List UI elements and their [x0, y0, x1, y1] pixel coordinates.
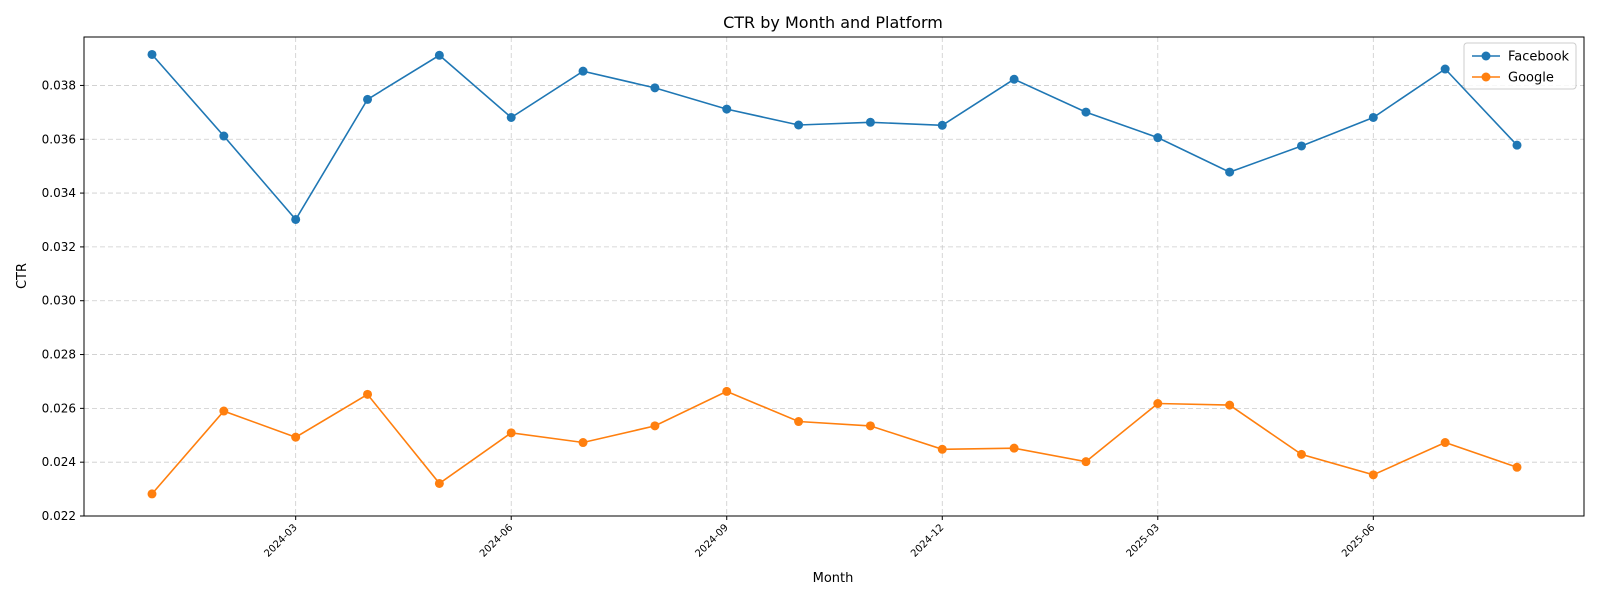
data-point — [1512, 462, 1522, 472]
y-axis-ticks: 0.022 0.024 0.026 0.028 0.030 0.032 0.034 0.036… — [42, 78, 84, 523]
data-point — [578, 66, 588, 76]
legend-swatch-marker — [1481, 72, 1491, 82]
data-point — [1512, 140, 1522, 150]
y-tick-label: 0.032 — [42, 240, 76, 254]
y-tick-label: 0.030 — [42, 294, 76, 308]
data-point — [291, 214, 301, 224]
data-point — [794, 120, 804, 130]
data-point — [578, 438, 588, 448]
data-point — [1368, 112, 1378, 122]
x-tick-label: 2024-09 — [694, 522, 731, 559]
y-axis-label: CTR — [15, 263, 30, 289]
data-point — [650, 83, 660, 93]
x-tick-label: 2025-03 — [1125, 522, 1162, 559]
data-point — [865, 117, 875, 127]
data-point — [722, 104, 732, 114]
data-point — [363, 94, 373, 104]
data-point — [147, 489, 157, 499]
data-point — [219, 131, 229, 141]
data-point — [1368, 470, 1378, 480]
y-tick-label: 0.022 — [42, 509, 76, 523]
data-point — [363, 389, 373, 399]
data-point — [1009, 443, 1019, 453]
legend-label: Facebook — [1508, 50, 1570, 65]
y-tick-label: 0.036 — [42, 132, 76, 146]
data-point — [1296, 449, 1306, 459]
data-point — [291, 432, 301, 442]
data-point — [434, 478, 444, 488]
y-tick-label: 0.026 — [42, 401, 76, 415]
data-point — [147, 49, 157, 59]
series-google — [147, 386, 1522, 499]
data-point — [794, 417, 804, 427]
y-tick-label: 0.024 — [42, 455, 76, 469]
grid — [84, 37, 1584, 517]
series-facebook — [147, 49, 1522, 224]
data-point — [1440, 64, 1450, 74]
plot-frame — [83, 36, 1585, 517]
data-point — [1296, 141, 1306, 151]
data-point — [1009, 74, 1019, 84]
chart-title: CTR by Month and Platform — [723, 13, 943, 32]
data-point — [1153, 399, 1163, 409]
data-point — [434, 50, 444, 60]
legend-swatch-marker — [1481, 51, 1491, 61]
legend: Facebook Google — [1463, 42, 1577, 90]
data-point — [506, 112, 516, 122]
x-tick-label: 2024-03 — [262, 522, 299, 559]
x-tick-label: 2025-06 — [1340, 522, 1377, 559]
legend-item-google: Google — [1472, 71, 1554, 86]
data-point — [1225, 400, 1235, 410]
x-tick-label: 2024-12 — [909, 522, 946, 559]
data-point — [722, 386, 732, 396]
data-point — [937, 444, 947, 454]
data-point — [1081, 107, 1091, 117]
data-point — [1440, 438, 1450, 448]
x-axis-label: Month — [813, 571, 854, 586]
x-axis-ticks: 2024-03 2024-06 2024-09 2024-12 2025-03 2025-… — [262, 516, 1377, 560]
series-line — [151, 390, 1518, 495]
data-point — [865, 421, 875, 431]
legend-item-facebook: Facebook — [1472, 50, 1570, 65]
series-layer — [147, 49, 1522, 499]
data-point — [219, 406, 229, 416]
data-point — [1081, 457, 1091, 467]
y-tick-label: 0.028 — [42, 348, 76, 362]
y-tick-label: 0.034 — [42, 186, 76, 200]
data-point — [1153, 133, 1163, 143]
legend-label: Google — [1508, 71, 1554, 86]
series-line — [151, 53, 1518, 221]
data-point — [1225, 167, 1235, 177]
y-tick-label: 0.038 — [42, 78, 76, 92]
data-point — [506, 428, 516, 438]
x-tick-label: 2024-06 — [478, 522, 515, 559]
data-point — [937, 120, 947, 130]
data-point — [650, 421, 660, 431]
